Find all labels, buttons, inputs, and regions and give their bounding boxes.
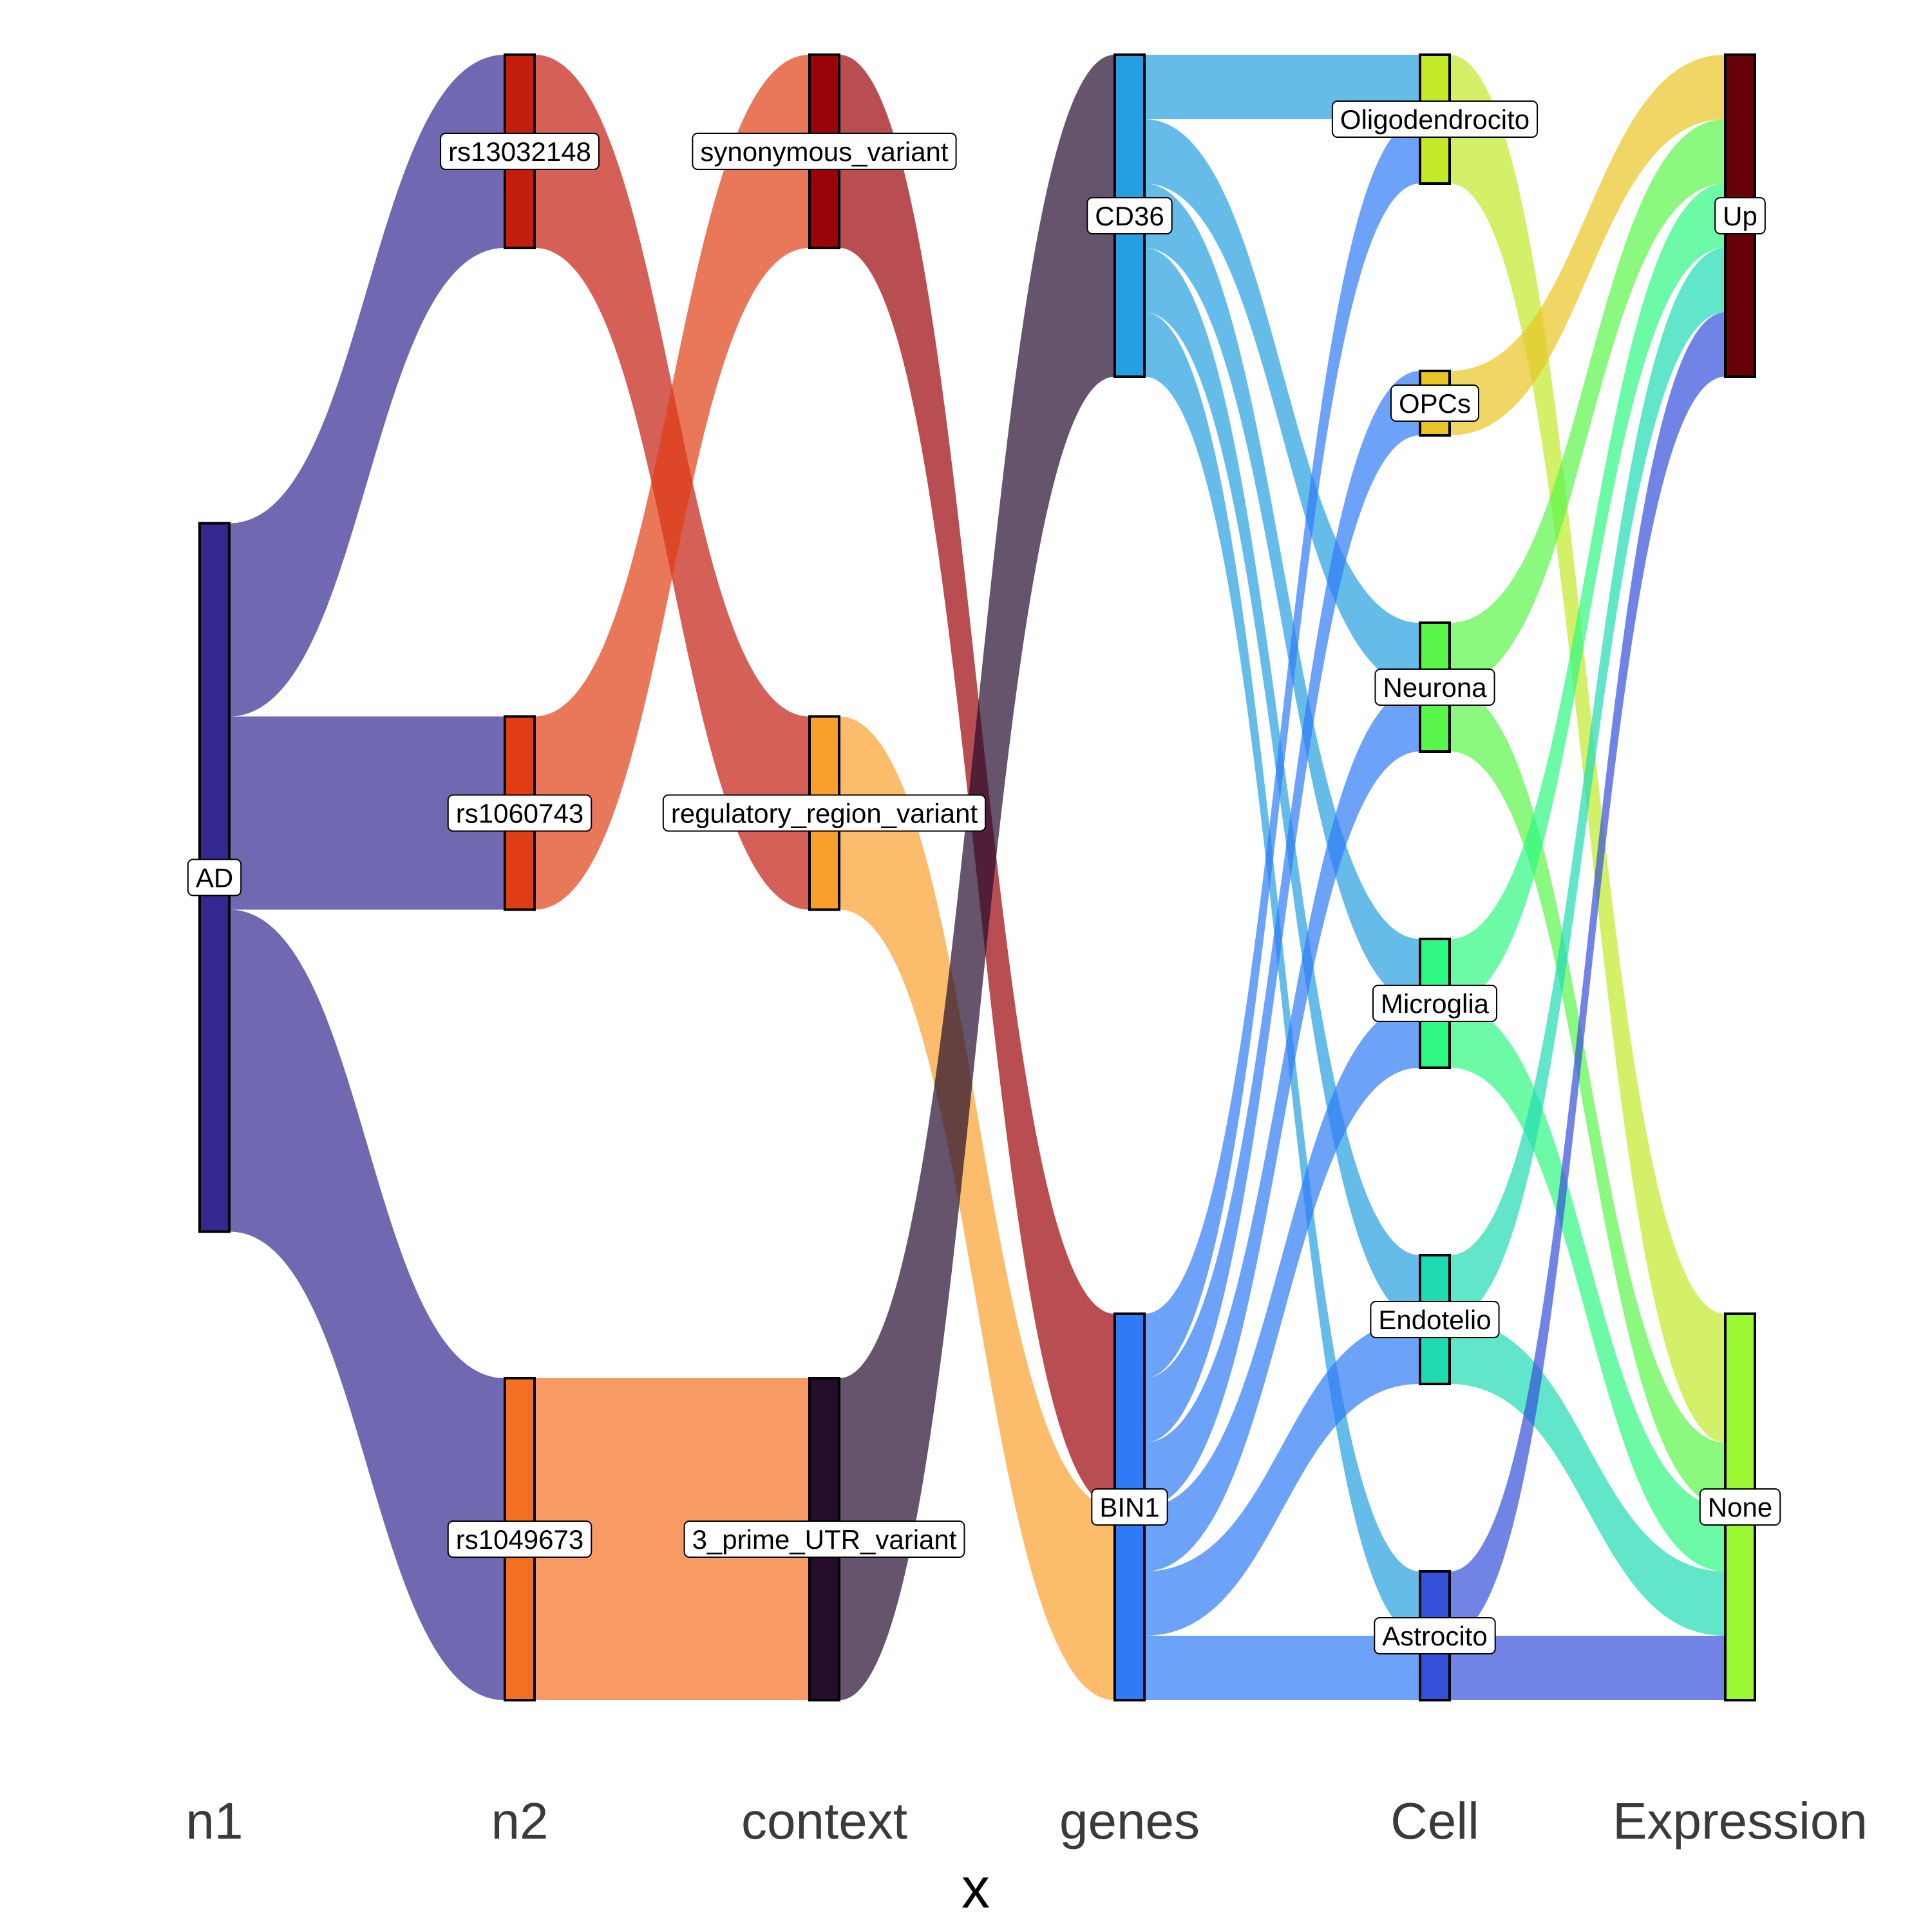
node-label-box-none (1699, 1488, 1781, 1526)
node-label-text-rs1049673: rs1049673 (456, 1524, 584, 1555)
node-label-synonymous-variant: synonymous_variant (692, 133, 957, 170)
node-label-text-astrocito: Astrocito (1382, 1621, 1487, 1651)
node-label-text-3-prime-utr-variant: 3_prime_UTR_variant (692, 1524, 957, 1555)
flow-3-prime-utr-variant-to-cd36 (839, 55, 1115, 1700)
flow-neurona-to-none (1450, 687, 1725, 1507)
flow-endotelio-to-up (1450, 248, 1725, 1320)
flow-cd36-to-astrocito (1144, 312, 1420, 1636)
node-label-box-regulatory-region-variant (662, 794, 987, 832)
node-label-endotelio: Endotelio (1370, 1301, 1500, 1338)
axis-label-genes: genes (1059, 1792, 1200, 1850)
node-label-oligodendrocito: Oligodendrocito (1331, 100, 1539, 138)
node-label-box-up (1714, 197, 1766, 234)
node-label-text-up: Up (1723, 201, 1757, 231)
node-label-text-rs1060743: rs1060743 (456, 799, 584, 829)
flow-microglia-to-none (1450, 1003, 1725, 1571)
flow-ad-to-rs1060743 (229, 716, 505, 910)
node-label-box-cd36 (1086, 197, 1173, 234)
flow-rs1060743-to-synonymous-variant (535, 55, 810, 910)
node-label-neurona: Neurona (1374, 668, 1495, 706)
flow-bin1-to-oligodendrocito (1144, 119, 1420, 1378)
nodes-layer (198, 53, 1756, 1701)
node-label-text-cd36: CD36 (1095, 201, 1164, 231)
flow-astrocito-to-up (1450, 312, 1725, 1636)
axis-label-n2: n2 (491, 1792, 549, 1850)
node-label-opcs: OPCs (1390, 384, 1480, 422)
node-label-text-neurona: Neurona (1383, 672, 1487, 703)
node-label-box-endotelio (1370, 1301, 1500, 1338)
node-label-box-ad (187, 858, 242, 896)
node-label-text-microglia: Microglia (1381, 989, 1490, 1019)
axis-label-expression: Expression (1613, 1792, 1868, 1850)
axis-label-n1: n1 (186, 1792, 243, 1850)
flow-bin1-to-microglia (1144, 1003, 1420, 1571)
x-axis-title: x (961, 1856, 990, 1920)
labels-layer: AD rs13032148 rs1060743 rs1049673 synonymous… (187, 100, 1781, 1654)
node-label-ad: AD (187, 858, 242, 896)
flow-astrocito-to-none (1450, 1636, 1725, 1700)
node-label-text-synonymous-variant: synonymous_variant (700, 137, 949, 167)
node-label-bin1: BIN1 (1091, 1488, 1168, 1526)
flow-bin1-to-endotelio (1144, 1320, 1420, 1636)
node-label-text-oligodendrocito: Oligodendrocito (1340, 104, 1530, 135)
node-label-up: Up (1714, 197, 1766, 234)
node-label-cd36: CD36 (1086, 197, 1173, 234)
node-label-text-endotelio: Endotelio (1378, 1305, 1491, 1335)
flow-neurona-to-up (1450, 119, 1725, 687)
flow-ad-to-rs1049673 (229, 909, 505, 1700)
node-label-rs1049673: rs1049673 (447, 1520, 592, 1558)
flow-oligodendrocito-to-none (1450, 55, 1725, 1443)
node-label-box-rs1060743 (447, 794, 592, 832)
node-label-box-synonymous-variant (692, 133, 957, 170)
flow-cd36-to-endotelio (1144, 248, 1420, 1320)
node-label-none: None (1699, 1488, 1781, 1526)
flow-opcs-to-up (1450, 55, 1725, 435)
flow-cd36-to-neurona (1144, 119, 1420, 687)
node-label-text-none: None (1708, 1492, 1772, 1522)
axis-label-context: context (741, 1792, 907, 1850)
flow-ad-to-rs13032148 (229, 55, 505, 717)
flow-regulatory-region-variant-to-bin1 (839, 716, 1115, 1700)
node-label-microglia: Microglia (1372, 985, 1498, 1022)
node-label-astrocito: Astrocito (1374, 1617, 1496, 1654)
node-label-text-bin1: BIN1 (1099, 1492, 1159, 1522)
flow-rs1049673-to-3-prime-utr-variant (535, 1378, 810, 1700)
node-label-box-3-prime-utr-variant (683, 1520, 965, 1558)
node-label-box-astrocito (1374, 1617, 1496, 1654)
node-label-3-prime-utr-variant: 3_prime_UTR_variant (683, 1520, 965, 1558)
flow-endotelio-to-none (1450, 1320, 1725, 1636)
node-label-text-regulatory-region-variant: regulatory_region_variant (671, 799, 978, 829)
node-label-box-rs1049673 (447, 1520, 592, 1558)
axis-label-cell: Cell (1390, 1792, 1479, 1850)
node-label-text-opcs: OPCs (1399, 388, 1471, 419)
node-label-text-rs13032148: rs13032148 (448, 137, 591, 167)
node-label-box-bin1 (1091, 1488, 1168, 1526)
node-label-rs1060743: rs1060743 (447, 794, 592, 832)
flow-bin1-to-opcs (1144, 371, 1420, 1443)
flow-bin1-to-astrocito (1144, 1636, 1420, 1700)
node-label-text-ad: AD (196, 863, 233, 893)
flow-cd36-to-microglia (1144, 184, 1420, 1003)
flows-layer (229, 55, 1725, 1700)
flow-bin1-to-neurona (1144, 687, 1420, 1507)
node-label-box-opcs (1390, 384, 1480, 422)
node-label-regulatory-region-variant: regulatory_region_variant (662, 794, 987, 832)
node-label-box-neurona (1374, 668, 1495, 706)
node-label-box-rs13032148 (440, 133, 600, 170)
node-label-rs13032148: rs13032148 (440, 133, 600, 170)
node-label-box-microglia (1372, 985, 1498, 1022)
node-label-box-oligodendrocito (1331, 100, 1539, 138)
axis-layer: n1 n2 context genes Cell Expression (186, 1792, 1868, 1850)
flow-microglia-to-up (1450, 184, 1725, 1003)
